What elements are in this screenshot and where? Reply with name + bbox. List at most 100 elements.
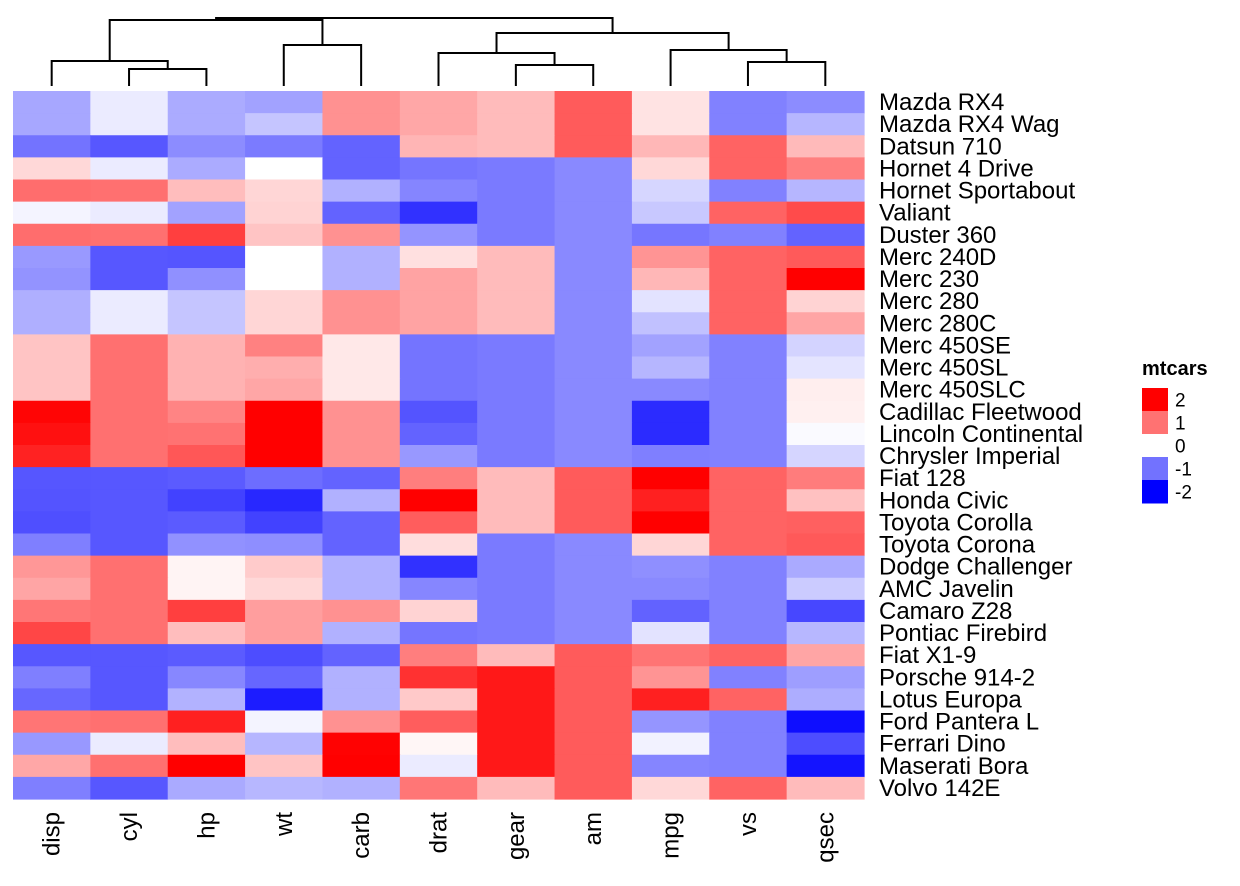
heatmap-cell [167,622,246,645]
heatmap-cell [90,666,169,689]
heatmap-cell [631,135,710,158]
row-label: Cadillac Fleetwood [879,399,1082,426]
heatmap-cell [709,644,788,667]
heatmap-cell [477,356,556,380]
heatmap-cell [13,622,91,645]
legend: mtcars 210-1-2 [1142,358,1208,504]
heatmap-cell [167,378,246,402]
row-label: Fiat X1-9 [879,642,976,669]
heatmap-cell [90,489,169,512]
row-label: Toyota Corolla [879,509,1033,536]
heatmap-cell [399,776,478,800]
row-label: Pontiac Firebird [879,620,1047,647]
legend-swatch [1142,434,1168,458]
heatmap-cell [477,422,556,446]
heatmap-cell [167,644,246,667]
heatmap-cell [90,422,169,446]
heatmap-cell [554,268,633,291]
heatmap-cell [477,157,556,181]
heatmap-cell [167,201,246,225]
heatmap-cell [709,577,788,601]
heatmap-cell [554,710,633,734]
heatmap-cell [245,688,324,712]
heatmap-cell [245,467,324,490]
heatmap-cell [13,135,91,158]
heatmap-cell [167,356,246,380]
heatmap-cell [322,179,401,203]
heatmap-cell [786,511,865,535]
heatmap-cell [631,776,710,800]
heatmap-cells [13,91,865,800]
heatmap-cell [709,245,788,269]
heatmap-cell [322,754,401,778]
row-label: Lincoln Continental [879,421,1083,448]
heatmap-cell [786,223,865,247]
heatmap-cell [399,533,478,557]
heatmap-cell [245,245,324,269]
heatmap-cell [13,754,91,778]
heatmap-cell [709,688,788,712]
heatmap-cell [245,113,324,136]
heatmap-cell [399,489,478,512]
row-label: Ferrari Dino [879,731,1006,758]
column-label: am [580,812,607,845]
heatmap-cell [167,157,246,181]
heatmap-cell [631,400,710,424]
heatmap-cell [245,754,324,778]
column-label: gear [503,812,530,860]
heatmap-cell [167,555,246,579]
dendrogram-link [108,19,324,61]
heatmap-cell [13,710,91,734]
column-label: hp [193,812,220,839]
heatmap-cell [399,422,478,446]
heatmap-cell [709,776,788,800]
heatmap-cell [13,666,91,689]
heatmap-cell [322,577,401,601]
heatmap-cell [786,644,865,667]
heatmap-cell [554,113,633,136]
heatmap-cell [399,732,478,756]
column-label: carb [348,812,375,859]
heatmap-cell [167,290,246,313]
heatmap-cell [399,400,478,424]
heatmap-cell [90,467,169,490]
heatmap-cell [631,312,710,335]
heatmap-cell [786,666,865,689]
heatmap-cell [322,732,401,756]
heatmap-cell [709,622,788,645]
heatmap-cell [477,290,556,313]
heatmap-cell [786,622,865,645]
heatmap-cell [709,533,788,557]
heatmap-cell [167,732,246,756]
heatmap-cell [322,356,401,380]
dendrogram-link [746,61,827,86]
heatmap-cell [90,644,169,667]
row-label: Porsche 914-2 [879,664,1035,691]
heatmap-cell [631,555,710,579]
heatmap-cell [786,334,865,358]
row-label: Dodge Challenger [879,554,1072,581]
heatmap-cell [245,776,324,800]
heatmap-cell [167,599,246,623]
heatmap-cell [399,334,478,358]
heatmap-cell [399,312,478,335]
heatmap-cell [631,644,710,667]
heatmap-cell [13,467,91,490]
heatmap-cell [709,422,788,446]
heatmap-cell [399,157,478,181]
heatmap-cell [399,622,478,645]
column-label: drat [426,812,453,854]
heatmap-cell [90,754,169,778]
heatmap-cell [477,445,556,468]
heatmap-cell [245,511,324,535]
heatmap-cell [631,422,710,446]
heatmap-cell [13,555,91,579]
heatmap-cell [245,135,324,158]
heatmap-cell [477,622,556,645]
heatmap-cell [90,555,169,579]
heatmap-cell [245,732,324,756]
heatmap-cell [477,245,556,269]
heatmap-cell [13,489,91,512]
heatmap-cell [322,776,401,800]
heatmap-cell [631,577,710,601]
